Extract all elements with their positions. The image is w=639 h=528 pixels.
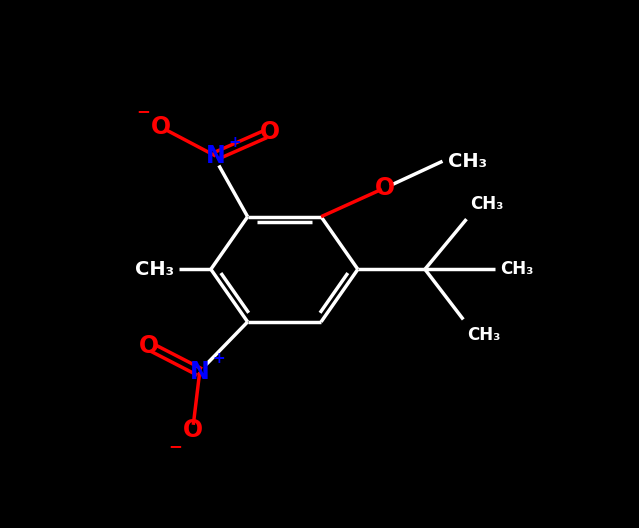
Text: CH₃: CH₃ — [135, 260, 174, 279]
Text: +: + — [213, 351, 225, 366]
Text: O: O — [139, 334, 158, 357]
Text: −: − — [137, 102, 150, 120]
Text: O: O — [151, 115, 171, 139]
Text: −: − — [169, 437, 182, 455]
Text: O: O — [183, 418, 203, 442]
Text: +: + — [229, 135, 241, 150]
Text: O: O — [260, 120, 280, 144]
Text: O: O — [375, 176, 395, 200]
Text: N: N — [190, 360, 210, 384]
Text: CH₃: CH₃ — [467, 326, 500, 344]
Text: CH₃: CH₃ — [500, 260, 534, 278]
Text: CH₃: CH₃ — [470, 195, 504, 213]
Text: CH₃: CH₃ — [447, 152, 487, 171]
Text: N: N — [206, 144, 226, 168]
